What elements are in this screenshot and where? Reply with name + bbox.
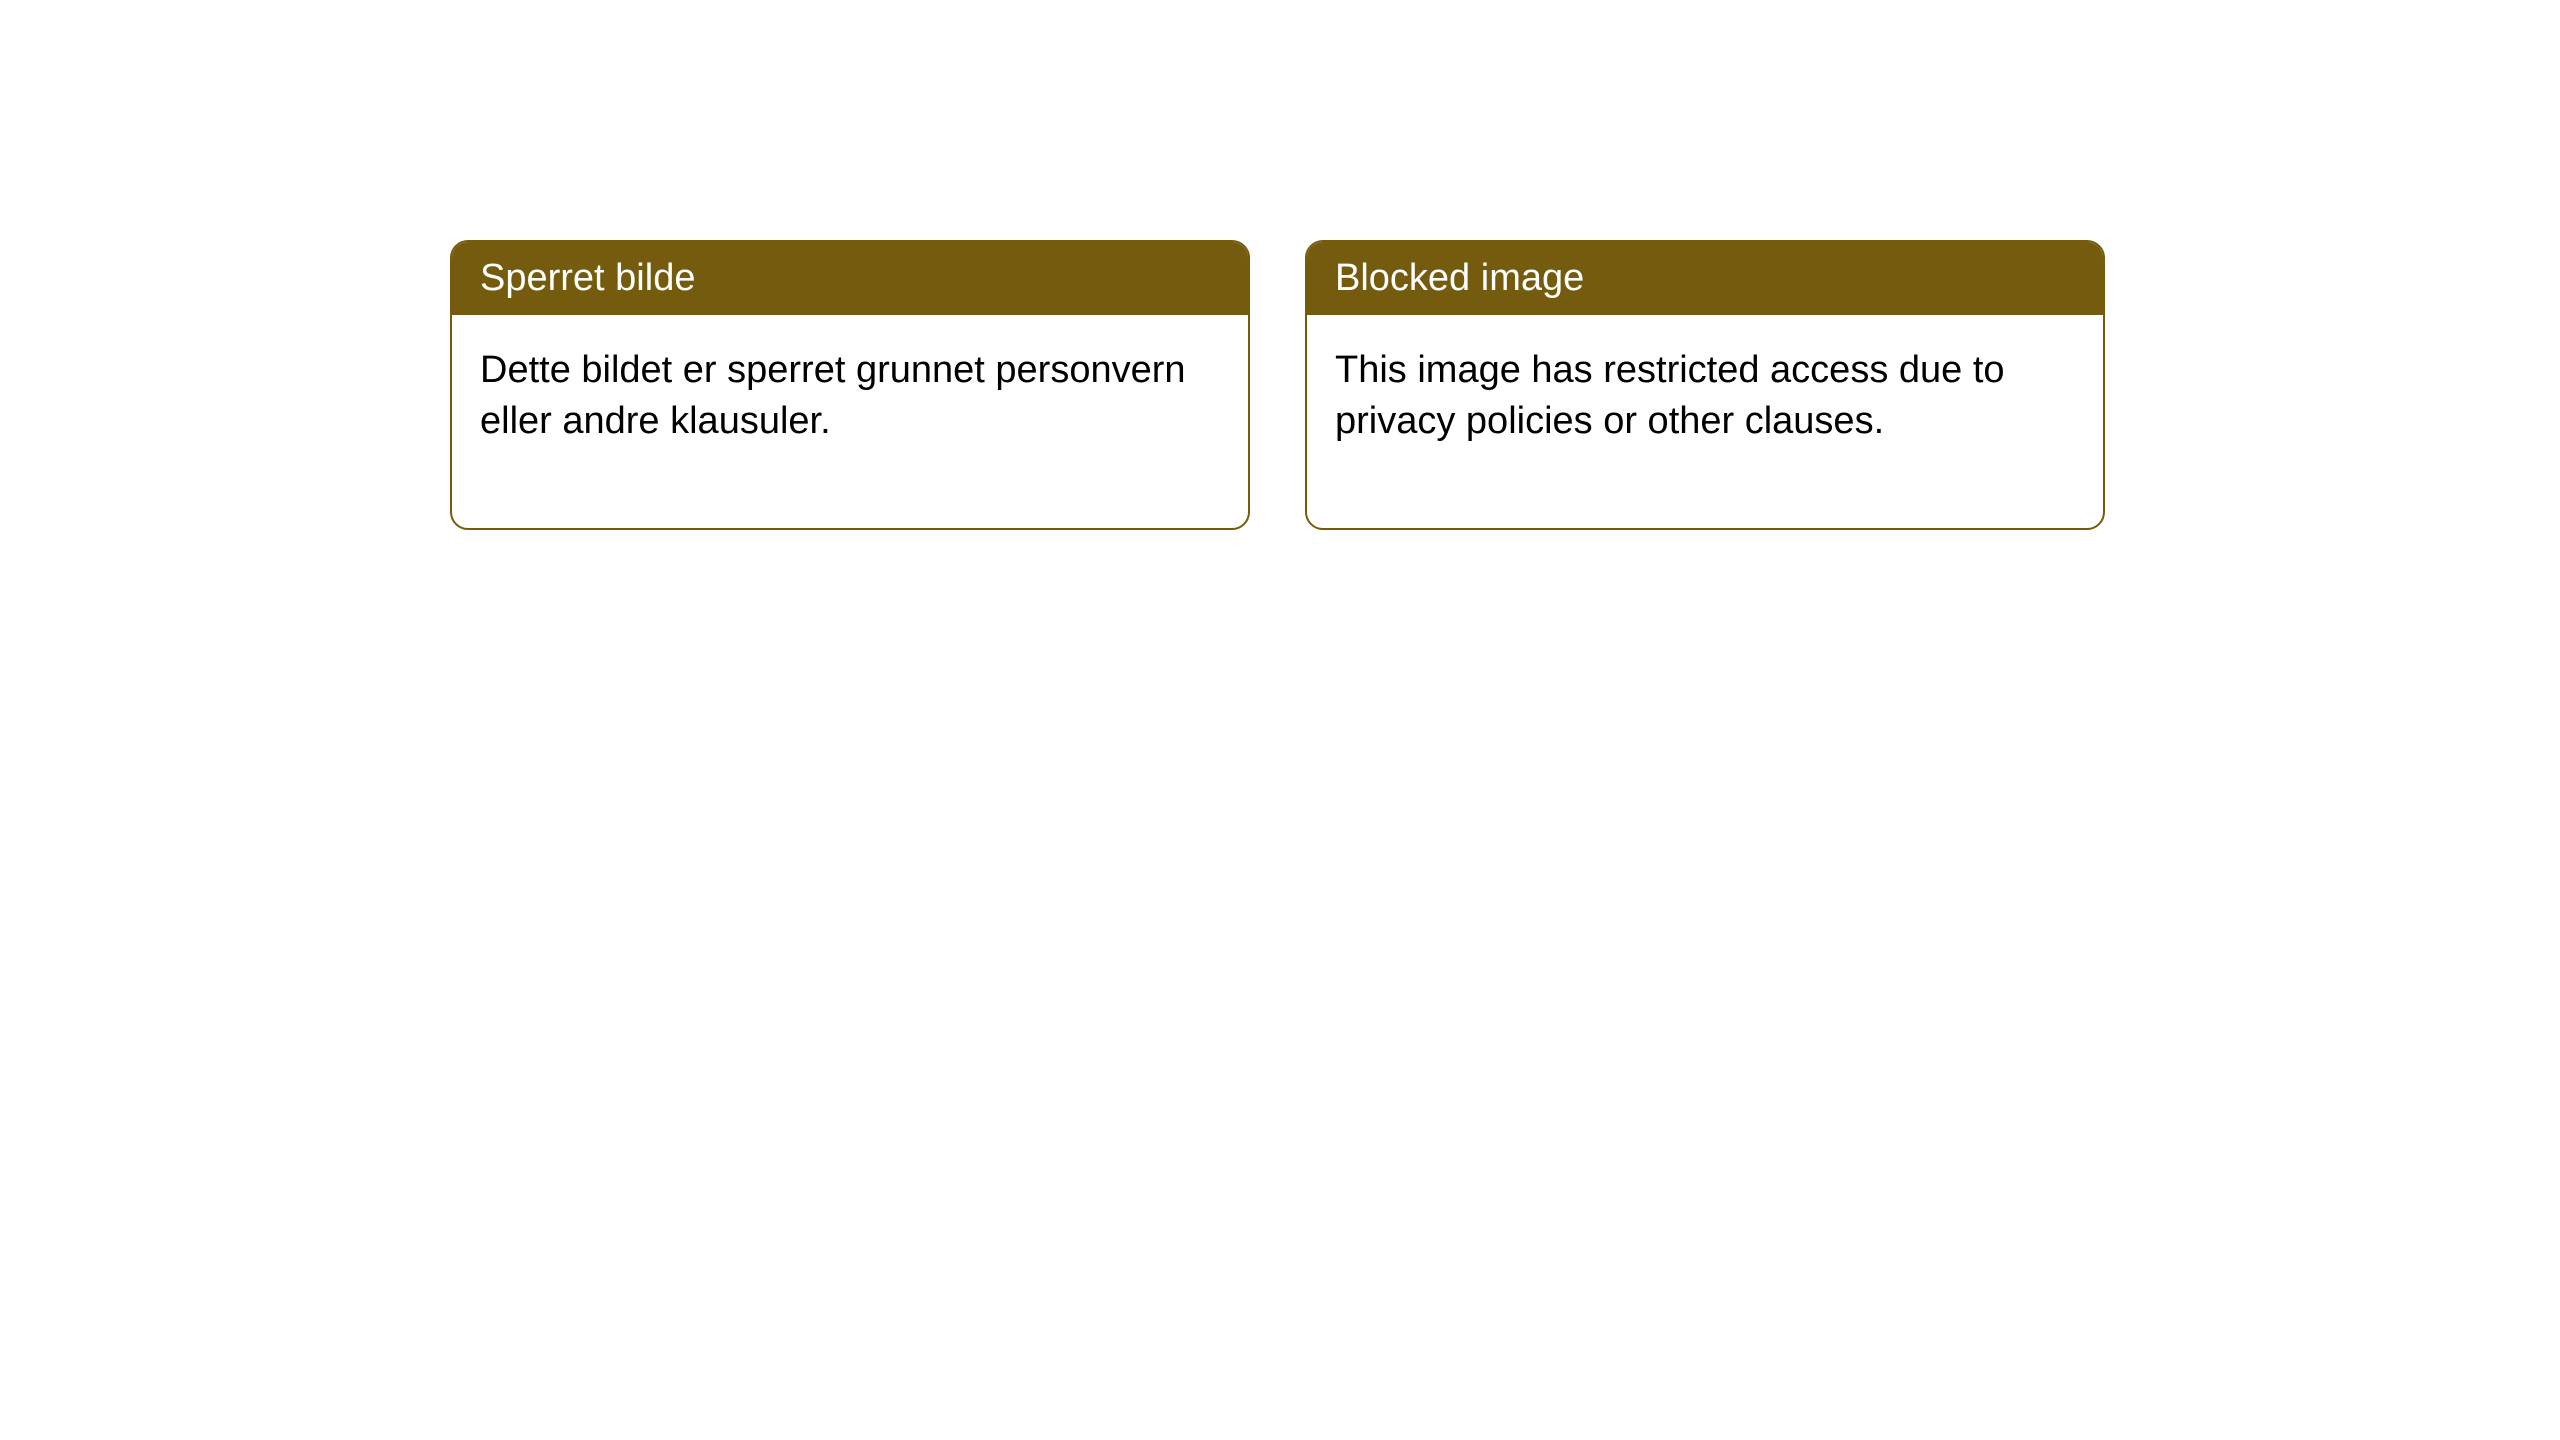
cards-container: Sperret bilde Dette bildet er sperret gr… — [450, 240, 2105, 530]
card-title: Blocked image — [1335, 257, 1584, 299]
card-message: Dette bildet er sperret grunnet personve… — [480, 349, 1186, 442]
card-message: This image has restricted access due to … — [1335, 349, 2005, 442]
blocked-image-card-norwegian: Sperret bilde Dette bildet er sperret gr… — [450, 240, 1250, 530]
card-title: Sperret bilde — [480, 257, 695, 299]
card-header: Sperret bilde — [452, 242, 1248, 315]
card-body: This image has restricted access due to … — [1307, 315, 2103, 528]
card-header: Blocked image — [1307, 242, 2103, 315]
blocked-image-card-english: Blocked image This image has restricted … — [1305, 240, 2105, 530]
card-body: Dette bildet er sperret grunnet personve… — [452, 315, 1248, 528]
